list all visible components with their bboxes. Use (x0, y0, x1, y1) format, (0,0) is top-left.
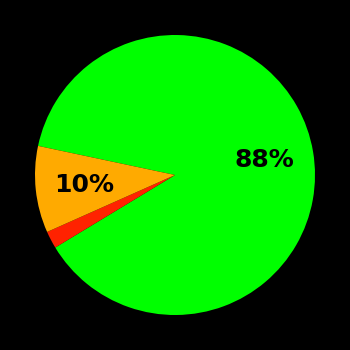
Wedge shape (47, 175, 175, 247)
Text: 88%: 88% (235, 148, 295, 172)
Wedge shape (38, 35, 315, 315)
Wedge shape (35, 146, 175, 232)
Text: 10%: 10% (55, 173, 114, 196)
